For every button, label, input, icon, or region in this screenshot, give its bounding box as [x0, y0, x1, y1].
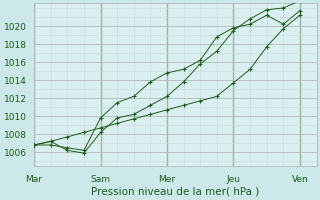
- X-axis label: Pression niveau de la mer( hPa ): Pression niveau de la mer( hPa ): [91, 187, 260, 197]
